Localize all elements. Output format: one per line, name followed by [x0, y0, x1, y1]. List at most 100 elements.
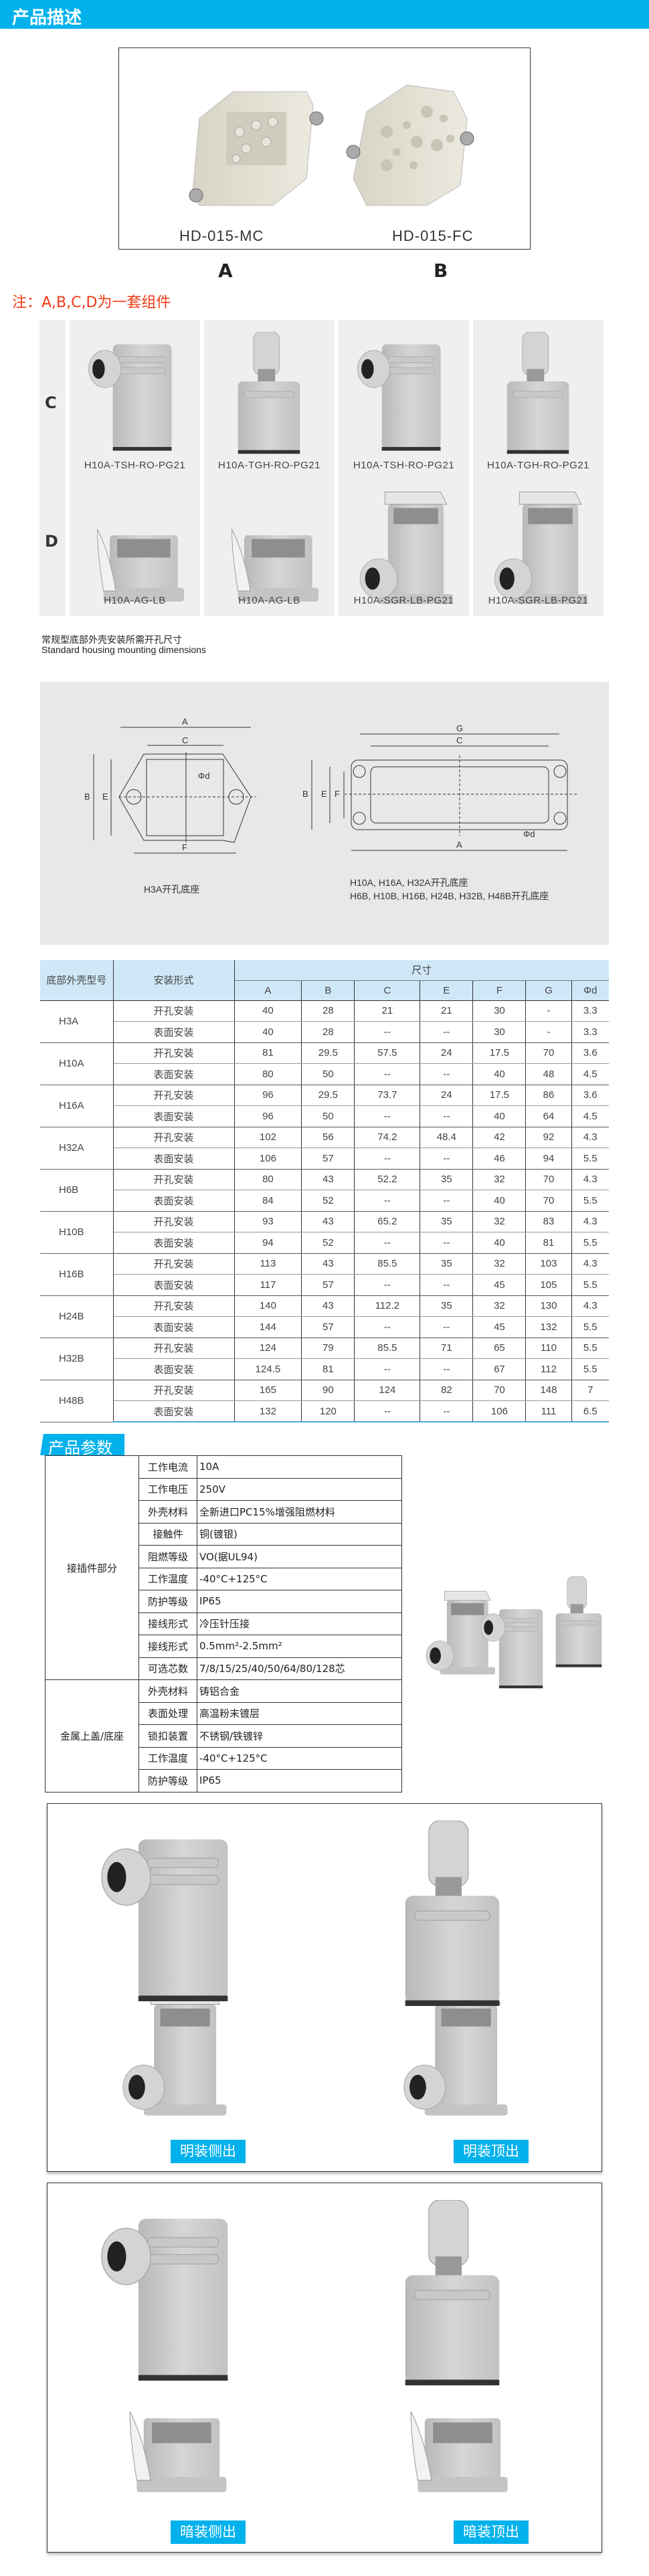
col-header-model: 底部外壳型号 — [40, 960, 114, 1001]
param-value: IP65 — [197, 1590, 402, 1613]
param-key: 阻燃等级 — [138, 1545, 197, 1568]
mount-type-cell: 表面安装 — [113, 1232, 235, 1254]
dim-value-cell: 110 — [525, 1338, 572, 1359]
dim-value-cell: -- — [420, 1232, 474, 1254]
housing-photo — [404, 2200, 508, 2493]
dim-value-cell: 32 — [472, 1295, 527, 1317]
dim-value-cell: 85.5 — [354, 1338, 421, 1359]
table-row: H16B 开孔安装 113 43 85.5 35 32 103 4.3 — [40, 1253, 609, 1296]
dim-value-cell: 102 — [234, 1127, 302, 1148]
param-key: 外壳材料 — [138, 1679, 197, 1703]
param-value: 250V — [197, 1477, 402, 1501]
dim-value-cell: 103 — [525, 1253, 572, 1275]
param-key: 工作温度 — [138, 1567, 197, 1590]
table-row: H32B 开孔安装 124 79 85.5 71 65 110 5.5 — [40, 1338, 609, 1380]
h10a-caption: H10A, H16A, H32A开孔底座 — [350, 877, 468, 888]
housing-photo — [101, 1839, 229, 2116]
dim-value-cell: 106 — [234, 1147, 302, 1170]
param-key: 防护等级 — [138, 1590, 197, 1613]
param-key: 外壳材料 — [138, 1500, 197, 1524]
param-row: 防护等级 IP65 — [45, 1769, 402, 1792]
dim-value-cell: 43 — [301, 1211, 355, 1232]
dim-value-cell: 82 — [420, 1380, 474, 1401]
table-row: 表面安装 117 57 -- -- 45 105 5.5 — [40, 1274, 609, 1296]
dim-value-cell: 43 — [301, 1253, 355, 1275]
dim-value-cell: 3.6 — [571, 1085, 609, 1106]
housing-image — [219, 486, 319, 610]
dim-value-cell: -- — [354, 1147, 421, 1170]
param-value: VO(据UL94) — [197, 1545, 402, 1568]
dim-value-cell: 4.5 — [571, 1105, 609, 1127]
photo-label-badge: 暗装顶出 — [454, 2520, 529, 2544]
dim-value-cell: 90 — [301, 1380, 355, 1401]
dim-label-c: C — [182, 735, 188, 745]
param-key: 工作电流 — [138, 1455, 197, 1479]
mount-type-cell: 开孔安装 — [113, 1338, 235, 1359]
dim-value-cell: 7 — [571, 1380, 609, 1401]
table-row: 表面安装 84 52 -- -- 40 70 5.5 — [40, 1190, 609, 1212]
dim-value-cell: 32 — [472, 1211, 527, 1232]
model-cell: H10B — [40, 1211, 114, 1254]
dim-value-cell: 3.3 — [571, 1000, 609, 1022]
col-header-dim: A — [234, 980, 302, 1001]
dim-value-cell: 70 — [472, 1380, 527, 1401]
dim-value-cell: 21 — [354, 1000, 421, 1022]
param-row: 锁扣装置 不锈钢/铁镀锌 — [45, 1724, 402, 1748]
dim-value-cell: 40 — [234, 1000, 302, 1022]
mount-type-cell: 表面安装 — [113, 1105, 235, 1127]
housing-caption: H10A-TSH-RO-PG21 — [353, 460, 455, 471]
dim-value-cell: -- — [354, 1021, 421, 1043]
dim-value-cell: 50 — [301, 1105, 355, 1127]
dim-value-cell: 4.3 — [571, 1169, 609, 1190]
mount-type-cell: 开孔安装 — [113, 1211, 235, 1232]
param-value: 铜(镀银) — [197, 1522, 402, 1546]
param-value: 冷压针压接 — [197, 1612, 402, 1635]
model-cell: H3A — [40, 1000, 114, 1043]
dim-value-cell: -- — [354, 1400, 421, 1422]
param-value: 铸铝合金 — [197, 1679, 402, 1703]
dim-value-cell: -- — [420, 1274, 474, 1296]
dim-value-cell: 81 — [301, 1358, 355, 1380]
dim-value-cell: 24 — [420, 1085, 474, 1106]
housing-caption: H10A-SGR-LB-PG21 — [353, 595, 454, 606]
dim-value-cell: 106 — [472, 1400, 527, 1422]
param-value: -40°C+125°C — [197, 1567, 402, 1590]
param-row: 接线形式 冷压针压接 — [45, 1612, 402, 1635]
section-header-product-description: 产品描述 — [0, 0, 649, 29]
dim-value-cell: 70 — [525, 1190, 572, 1212]
param-value: IP65 — [197, 1769, 402, 1792]
param-row: 工作温度 -40°C+125°C — [45, 1567, 402, 1590]
dim-value-cell: 5.5 — [571, 1232, 609, 1254]
label-b: B — [434, 260, 448, 282]
table-row: H6B 开孔安装 80 43 52.2 35 32 70 4.3 — [40, 1169, 609, 1212]
table-row: 表面安装 124.5 81 -- -- 67 112 5.5 — [40, 1358, 609, 1380]
dim-value-cell: -- — [354, 1190, 421, 1212]
dim-value-cell: 93 — [234, 1211, 302, 1232]
mount-type-cell: 开孔安装 — [113, 1000, 235, 1022]
dim-value-cell: 70 — [525, 1169, 572, 1190]
photo-box: 暗装侧出 暗装顶出 — [47, 2183, 602, 2553]
dim-value-cell: 45 — [472, 1274, 527, 1296]
dim-value-cell: 96 — [234, 1085, 302, 1106]
param-row: 外壳材料 全新进口PC15%增强阻燃材料 — [45, 1500, 402, 1524]
table-row: H10A 开孔安装 81 29.5 57.5 24 17.5 70 3.6 — [40, 1042, 609, 1085]
dim-value-cell: -- — [354, 1232, 421, 1254]
dim-value-cell: 92 — [525, 1127, 572, 1148]
param-value: 10A — [197, 1455, 402, 1479]
param-key: 接触件 — [138, 1522, 197, 1546]
male-insert-image — [173, 78, 333, 212]
label-a: A — [218, 260, 233, 282]
housing-caption: H10A-TGH-RO-PG21 — [486, 460, 590, 471]
dim-value-cell: 113 — [234, 1253, 302, 1275]
dim-value-cell: 52 — [301, 1232, 355, 1254]
model-cell: H10A — [40, 1042, 114, 1085]
dim-value-cell: 3.3 — [571, 1021, 609, 1043]
dim-value-cell: 40 — [472, 1063, 527, 1085]
dim-value-cell: 21 — [420, 1000, 474, 1022]
model-cell: H32B — [40, 1338, 114, 1380]
dim-value-cell: 57 — [301, 1147, 355, 1170]
dim-label-d2: Φd — [523, 829, 535, 839]
dim-value-cell: 94 — [234, 1232, 302, 1254]
housing-caption: H10A-AG-LB — [104, 595, 166, 606]
dim-value-cell: 144 — [234, 1316, 302, 1338]
